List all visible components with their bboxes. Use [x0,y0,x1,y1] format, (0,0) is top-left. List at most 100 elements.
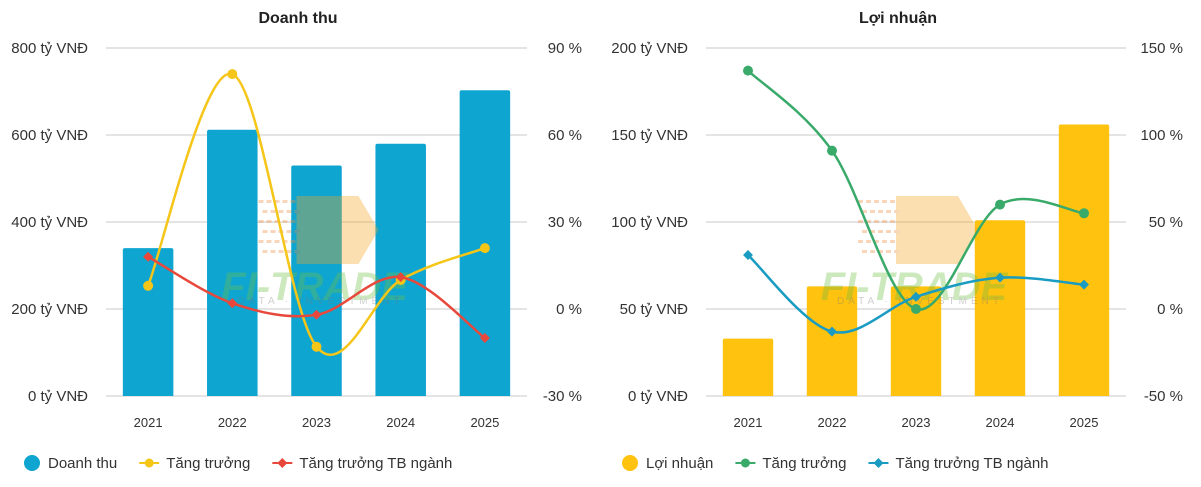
legend-item[interactable]: Tăng trưởng TB ngành [272,455,452,472]
x-tick-label: 2022 [218,415,247,430]
legend-label: Tăng trưởng [166,455,250,472]
y-left-tick-label: 800 tỷ VNĐ [11,40,88,57]
watermark-dash-icon [862,230,867,233]
watermark-dash-icon [894,250,899,253]
revenue-chart: Doanh thu 800 tỷ VNĐ 90 % 600 tỷ VNĐ 60 % 400… [11,10,582,472]
watermark-dash-icon [294,230,300,233]
series-point[interactable] [743,65,753,76]
series-point[interactable] [743,250,753,261]
series-point[interactable] [827,326,837,337]
watermark-tagline: DATA · INVESTMENT [837,296,1003,307]
series-point[interactable] [911,291,921,302]
watermark-dash-icon [894,210,899,213]
bar-2023[interactable] [890,286,942,396]
series-point[interactable] [911,304,921,314]
bar-2021[interactable] [122,248,174,396]
bar-2022[interactable] [806,286,858,396]
bar-2025[interactable] [1058,124,1110,396]
watermark-dash-icon [286,250,292,253]
watermark-dash-icon [886,210,891,213]
series-point[interactable] [827,145,837,156]
watermark-tagline: DATA · INVESTMENT [238,296,404,307]
watermark-dash-icon [870,250,875,253]
watermark-dash-icon [282,220,288,223]
bar-2025[interactable] [459,90,511,396]
series-point[interactable] [1079,208,1089,219]
legend-swatch-icon [24,455,40,471]
x-tick-label: 2022 [818,415,847,430]
bar-2022[interactable] [207,129,258,396]
series-point[interactable] [227,69,238,80]
watermark-dash-icon [894,230,899,233]
watermark-dash-icon [266,200,272,203]
legend-item[interactable]: Tăng trưởng [735,455,846,472]
watermark-brand: FI-TRADE [821,265,1009,309]
bar-2024[interactable] [974,220,1026,396]
watermark-dash-icon [282,200,288,203]
watermark-dash-icon [290,200,296,203]
legend-marker-icon [144,458,154,468]
y-right-tick-label: 100 % [1140,127,1183,144]
watermark-dash-icon [858,240,863,243]
series-point[interactable] [311,341,322,352]
watermark-dash-icon [874,220,879,223]
watermark-arrow-icon [296,196,379,264]
legend-item[interactable]: Doanh thu [24,455,117,472]
y-left-tick-label: 150 tỷ VNĐ [611,127,688,144]
watermark-dash-icon [858,220,863,223]
y-left-tick-label: 50 tỷ VNĐ [620,301,689,318]
y-left-tick-label: 600 tỷ VNĐ [11,127,88,144]
watermark-arrow-icon [896,196,978,264]
series-point[interactable] [1079,279,1089,290]
x-tick-label: 2024 [986,415,1015,430]
watermark-dash-icon [890,220,895,223]
bar-2024[interactable] [375,143,426,396]
watermark-dash-icon [886,250,891,253]
legend-marker-icon [740,458,750,468]
bar-2023[interactable] [291,165,342,396]
legend-item[interactable]: Tăng trưởng TB ngành [868,455,1049,472]
bar-2021[interactable] [722,338,774,396]
x-tick-label: 2023 [302,415,331,430]
y-right-tick-label: 0 % [1157,301,1183,318]
x-tick-label: 2024 [386,415,415,430]
watermark-dash-icon [862,250,867,253]
legend-item[interactable]: Tăng trưởng [139,455,250,472]
watermark-dash-icon [878,250,883,253]
watermark-dash-icon [878,210,883,213]
series-point[interactable] [311,309,322,320]
legend-label: Tăng trưởng TB ngành [895,455,1048,472]
watermark-dash-icon [266,220,272,223]
watermark-dash-icon [866,240,871,243]
legend-item[interactable]: Lợi nhuận [622,455,713,472]
series-point[interactable] [143,251,154,262]
series-point[interactable] [995,272,1005,283]
watermark-dash-icon [874,200,879,203]
watermark-dash-icon [290,240,296,243]
watermark-dash-icon [882,240,887,243]
watermark-dash-icon [294,210,300,213]
series-point[interactable] [479,243,490,254]
y-right-tick-label: 0 % [556,301,582,318]
series-point[interactable] [227,298,238,309]
x-tick-label: 2025 [1070,415,1099,430]
y-left-tick-label: 200 tỷ VNĐ [11,301,88,318]
legend-label: Lợi nhuận [646,455,713,472]
series-point[interactable] [479,333,490,343]
y-right-tick-label: 50 % [1149,214,1183,231]
series-point[interactable] [995,199,1005,210]
legend-label: Doanh thu [48,455,117,472]
watermark-dash-icon [278,210,284,213]
x-tick-label: 2023 [902,415,931,430]
y-right-tick-label: -50 % [1144,388,1183,405]
watermark-dash-icon [294,250,300,253]
legend-marker-icon [277,458,288,468]
x-tick-label: 2021 [734,415,763,430]
series-point[interactable] [395,272,406,283]
watermark-dash-icon [870,210,875,213]
watermark-dash-icon [274,200,280,203]
series-point[interactable] [143,280,154,291]
